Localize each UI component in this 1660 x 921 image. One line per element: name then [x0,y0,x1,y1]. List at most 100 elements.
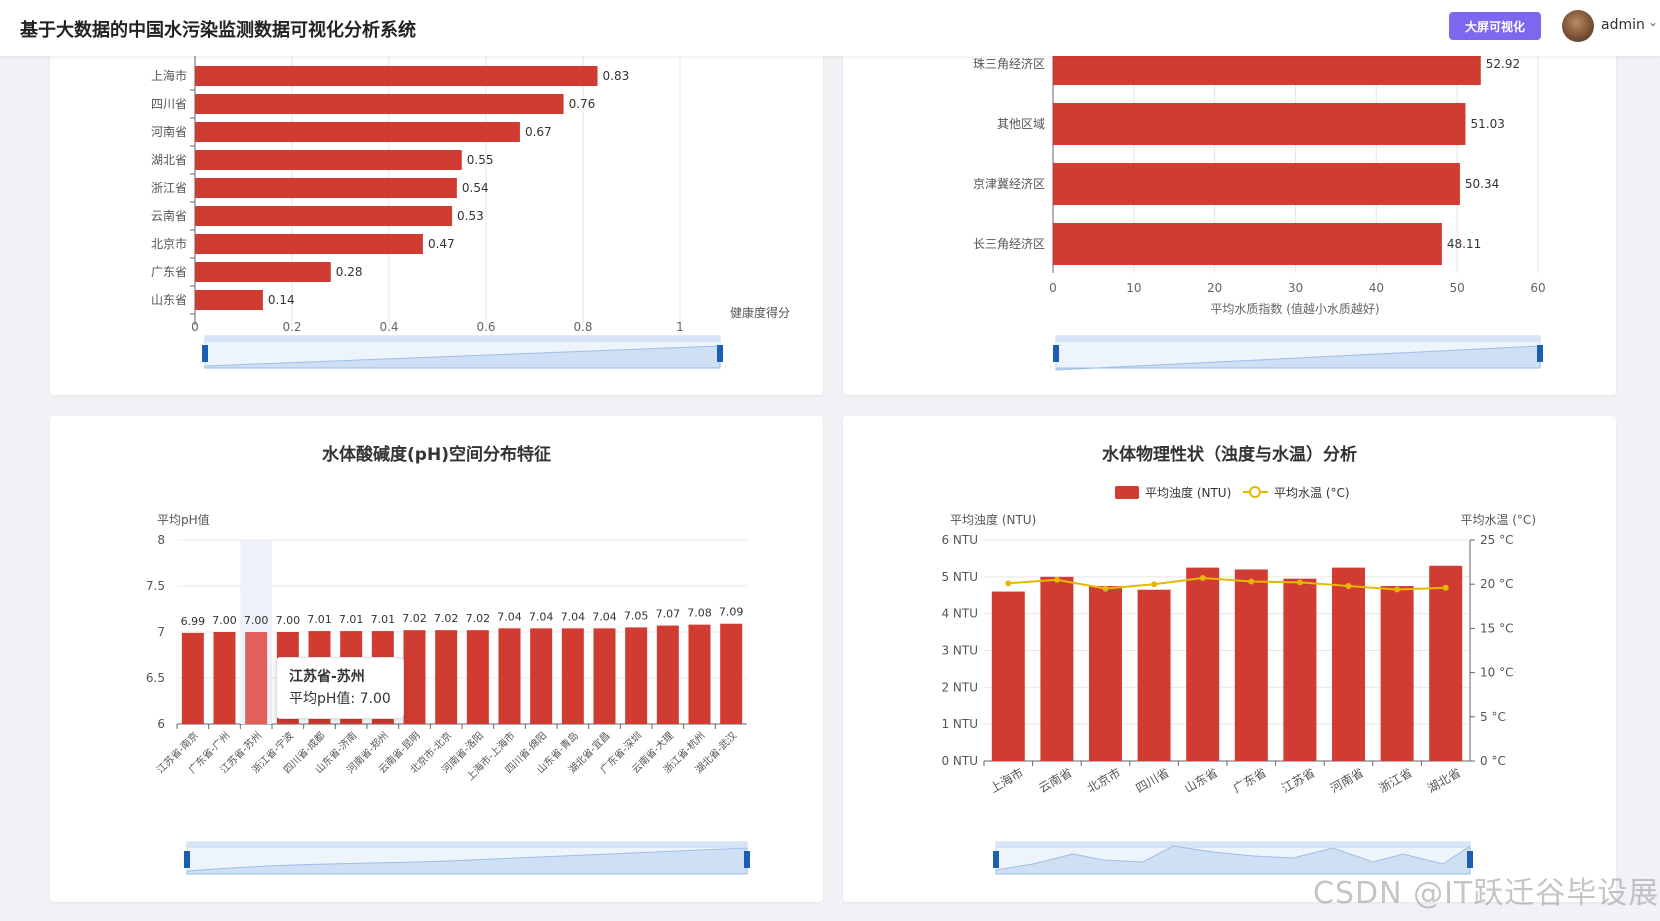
bar[interactable] [195,290,263,310]
zoom-slider-handle-bar[interactable] [187,842,747,848]
data-label: 7.00 [212,614,237,627]
bar[interactable] [1053,103,1466,145]
zoom-slider-left-handle[interactable] [184,851,190,868]
zoom-slider-handle-bar[interactable] [996,842,1470,848]
temperature-point[interactable] [1199,575,1206,582]
y-tick-label: 6 [157,717,165,731]
y-category-label: 长三角经济区 [973,236,1045,251]
bigscreen-button[interactable]: 大屏可视化 [1449,12,1541,40]
data-label: 0.67 [525,125,552,139]
zoom-slider-handle-bar[interactable] [1056,336,1540,342]
bar[interactable] [466,630,489,724]
y-category-label: 北京市 [151,236,187,251]
bar[interactable] [530,628,553,724]
zoom-slider-preview [186,847,748,875]
zoom-slider-handle-bar[interactable] [205,336,720,342]
bar[interactable] [1186,567,1220,761]
y-category-label: 山东省 [151,293,187,307]
x-category-label: 广东省 [1231,765,1269,795]
bar[interactable] [195,178,457,198]
x-tick-label: 40 [1369,281,1384,295]
data-label: 7.02 [434,612,459,625]
bar[interactable] [593,628,616,724]
x-axis-title: 平均水质指数 (值越小水质越好) [1210,301,1379,316]
bar[interactable] [625,627,648,724]
x-tick-label: 20 [1207,281,1222,295]
bar[interactable] [1053,163,1460,205]
data-label: 7.04 [497,610,522,623]
ph-chart: 66.577.58平均pH值6.99江苏省-南京7.00广东省-广州7.00江苏… [146,512,750,875]
x-tick-label: 60 [1530,281,1545,295]
bar[interactable] [498,628,521,724]
y-left-axis-title: 平均浊度 (NTU) [950,512,1036,527]
bar[interactable] [403,630,426,724]
data-label: 6.99 [181,615,206,628]
bar[interactable] [195,66,598,86]
temperature-line [1008,577,1446,591]
y-right-tick-label: 10 °C [1480,666,1513,680]
zoom-slider-right-handle[interactable] [717,345,723,362]
y-left-tick-label: 2 NTU [941,680,978,694]
temperature-point[interactable] [1248,578,1255,585]
temperature-point[interactable] [1053,576,1060,583]
chevron-down-icon[interactable]: ⌄ [1648,15,1659,29]
zoom-slider-right-handle[interactable] [1537,345,1543,362]
x-category-label: 四川省 [1133,765,1171,795]
bar[interactable] [1089,586,1122,761]
bar[interactable] [195,150,462,170]
temperature-point[interactable] [1151,581,1158,588]
bar[interactable] [245,632,268,724]
x-category-label: 山东省 [1182,765,1220,795]
y-category-label: 四川省 [151,97,187,111]
bar[interactable] [435,630,458,724]
zoom-slider-left-handle[interactable] [202,345,208,362]
y-right-axis-title: 平均水温 (°C) [1460,513,1536,527]
bar[interactable] [1053,223,1442,265]
zoom-slider-left-handle[interactable] [1053,345,1059,362]
zoom-slider-right-handle[interactable] [744,851,750,868]
bar[interactable] [1234,569,1268,761]
x-tick-label: 50 [1450,281,1465,295]
data-label: 0.28 [336,265,363,279]
y-right-tick-label: 20 °C [1480,577,1513,591]
y-category-label: 浙江省 [151,181,187,195]
user-name[interactable]: admin [1601,17,1645,33]
zoom-slider-left-handle[interactable] [993,851,999,868]
bar[interactable] [1283,578,1317,761]
zoom-slider-right-handle[interactable] [1467,851,1473,868]
bar[interactable] [195,234,423,254]
bar[interactable] [213,632,236,724]
y-category-label: 广东省 [151,265,187,279]
y-right-tick-label: 0 °C [1480,754,1506,768]
bar[interactable] [1137,589,1171,761]
bar[interactable] [720,623,743,724]
temperature-point[interactable] [1345,582,1352,589]
y-left-tick-label: 6 NTU [941,533,978,547]
bar[interactable] [1429,565,1463,761]
bar[interactable] [688,624,711,724]
bar[interactable] [195,122,520,142]
data-label: 7.04 [592,610,617,623]
temperature-point[interactable] [1102,585,1109,592]
bar[interactable] [181,632,204,724]
bar[interactable] [195,94,564,114]
bar[interactable] [1040,576,1074,761]
temperature-point[interactable] [1394,586,1401,593]
bar[interactable] [195,262,331,282]
bar[interactable] [195,206,453,226]
data-label: 52.92 [1486,57,1520,71]
x-category-label: 江苏省 [1279,765,1317,795]
data-label: 51.03 [1470,117,1504,131]
temperature-point[interactable] [1442,584,1449,591]
bar[interactable] [991,591,1025,761]
physical-card: 水体物理性状（浊度与水温）分析 平均浊度 (NTU) 平均水温 (°C) 平均浊度 … [843,416,1616,902]
bar[interactable] [561,628,584,724]
bar[interactable] [1380,586,1414,761]
bar[interactable] [656,625,679,724]
temperature-point[interactable] [1296,579,1303,586]
bar[interactable] [1332,567,1365,761]
avatar[interactable] [1562,10,1594,42]
temperature-point[interactable] [1005,580,1012,587]
legend-turbidity-swatch [1115,486,1139,499]
x-tick-label: 0.2 [282,320,301,334]
